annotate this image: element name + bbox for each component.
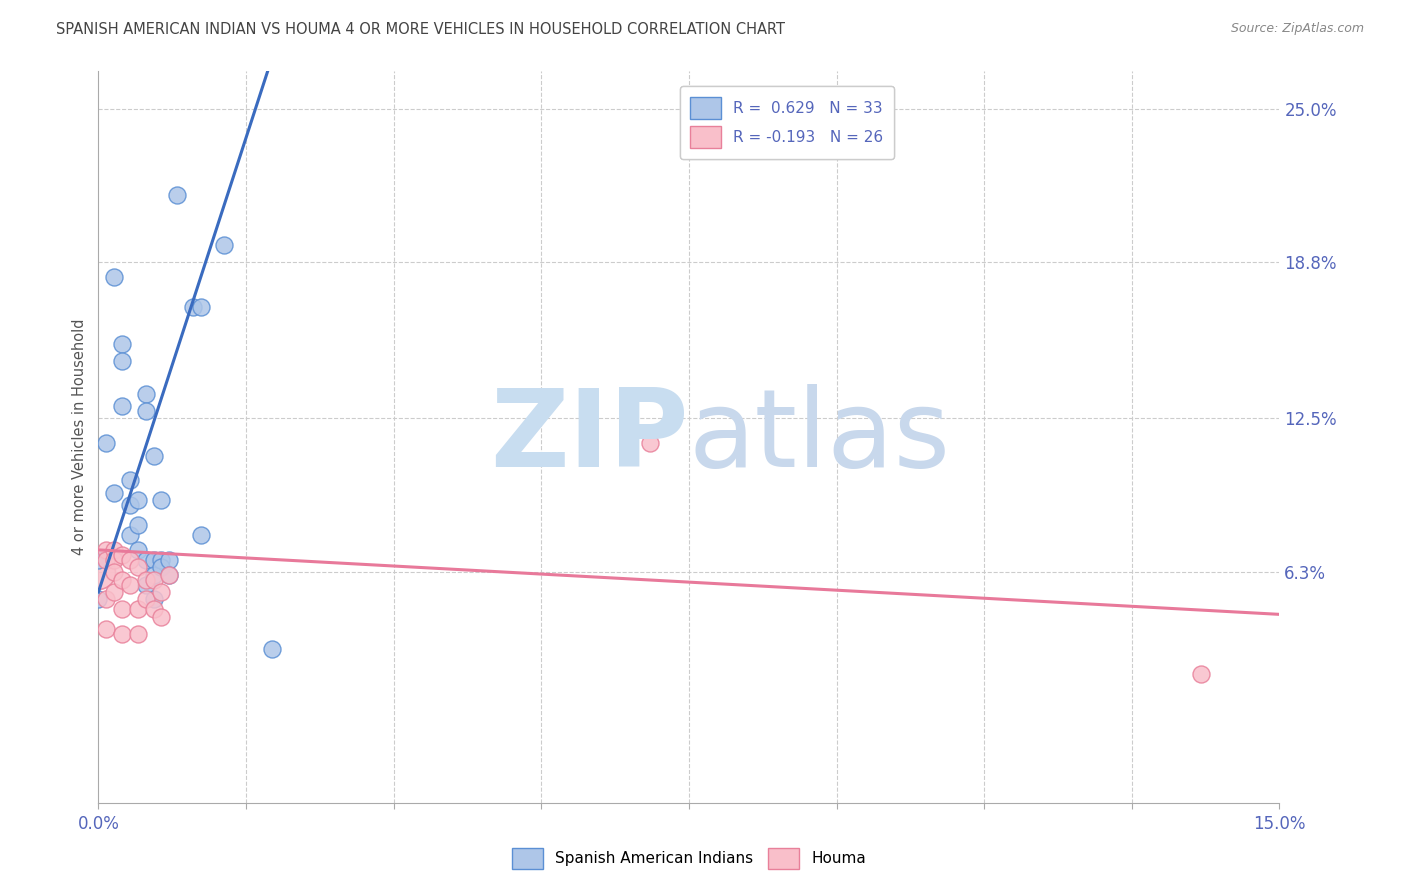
Point — [103, 486, 125, 500]
Point — [96, 436, 118, 450]
Point — [150, 553, 173, 567]
Point — [87, 565, 110, 579]
Point — [260, 642, 283, 657]
Point — [96, 553, 118, 567]
Point — [118, 577, 141, 591]
Point — [150, 560, 173, 574]
Point — [127, 493, 149, 508]
Point — [96, 542, 118, 557]
Point — [111, 548, 134, 562]
Point — [157, 567, 180, 582]
Point — [103, 565, 125, 579]
Point — [142, 567, 165, 582]
Point — [135, 592, 157, 607]
Point — [111, 627, 134, 641]
Text: atlas: atlas — [689, 384, 950, 490]
Point — [135, 577, 157, 591]
Point — [135, 386, 157, 401]
Point — [111, 337, 134, 351]
Point — [111, 573, 134, 587]
Point — [96, 622, 118, 636]
Point — [190, 528, 212, 542]
Point — [118, 528, 141, 542]
Text: ZIP: ZIP — [491, 384, 689, 490]
Point — [127, 542, 149, 557]
Point — [96, 592, 118, 607]
Point — [127, 560, 149, 574]
Point — [127, 518, 149, 533]
Point — [142, 573, 165, 587]
Point — [150, 493, 173, 508]
Point — [142, 602, 165, 616]
Point — [166, 188, 188, 202]
Point — [111, 354, 134, 368]
Text: SPANISH AMERICAN INDIAN VS HOUMA 4 OR MORE VEHICLES IN HOUSEHOLD CORRELATION CHA: SPANISH AMERICAN INDIAN VS HOUMA 4 OR MO… — [56, 22, 785, 37]
Point — [150, 610, 173, 624]
Point — [638, 436, 661, 450]
Point — [103, 270, 125, 285]
Point — [214, 238, 236, 252]
Point — [127, 602, 149, 616]
Point — [157, 567, 180, 582]
Point — [103, 553, 125, 567]
Point — [127, 627, 149, 641]
Point — [190, 300, 212, 314]
Point — [87, 592, 110, 607]
Point — [118, 498, 141, 512]
Point — [157, 553, 180, 567]
Y-axis label: 4 or more Vehicles in Household: 4 or more Vehicles in Household — [72, 318, 87, 556]
Legend: R =  0.629   N = 33, R = -0.193   N = 26: R = 0.629 N = 33, R = -0.193 N = 26 — [679, 87, 894, 159]
Point — [150, 585, 173, 599]
Point — [135, 573, 157, 587]
Point — [181, 300, 204, 314]
Point — [135, 553, 157, 567]
Legend: Spanish American Indians, Houma: Spanish American Indians, Houma — [506, 841, 872, 875]
Point — [87, 553, 110, 567]
Point — [111, 399, 134, 413]
Point — [135, 404, 157, 418]
Point — [142, 553, 165, 567]
Point — [103, 585, 125, 599]
Point — [142, 449, 165, 463]
Text: Source: ZipAtlas.com: Source: ZipAtlas.com — [1230, 22, 1364, 36]
Point — [142, 592, 165, 607]
Point — [118, 474, 141, 488]
Point — [111, 602, 134, 616]
Point — [1189, 666, 1212, 681]
Point — [103, 542, 125, 557]
Point — [118, 553, 141, 567]
